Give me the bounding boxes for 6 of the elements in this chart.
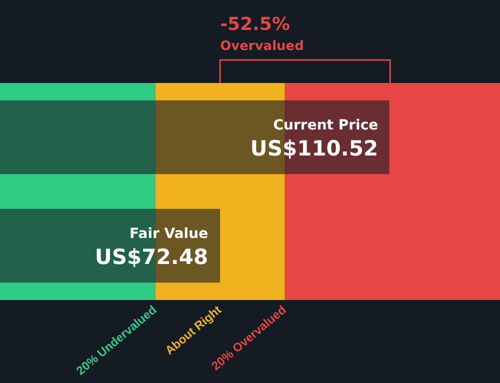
y-tick-label: Fair Value <box>130 226 208 242</box>
data-label: US$110.52 <box>250 136 378 160</box>
text: Overvalued <box>220 39 304 54</box>
y-tick-label: Current Price <box>273 117 378 134</box>
data-label: US$72.48 <box>94 244 208 269</box>
text: -52.5% <box>220 14 290 35</box>
